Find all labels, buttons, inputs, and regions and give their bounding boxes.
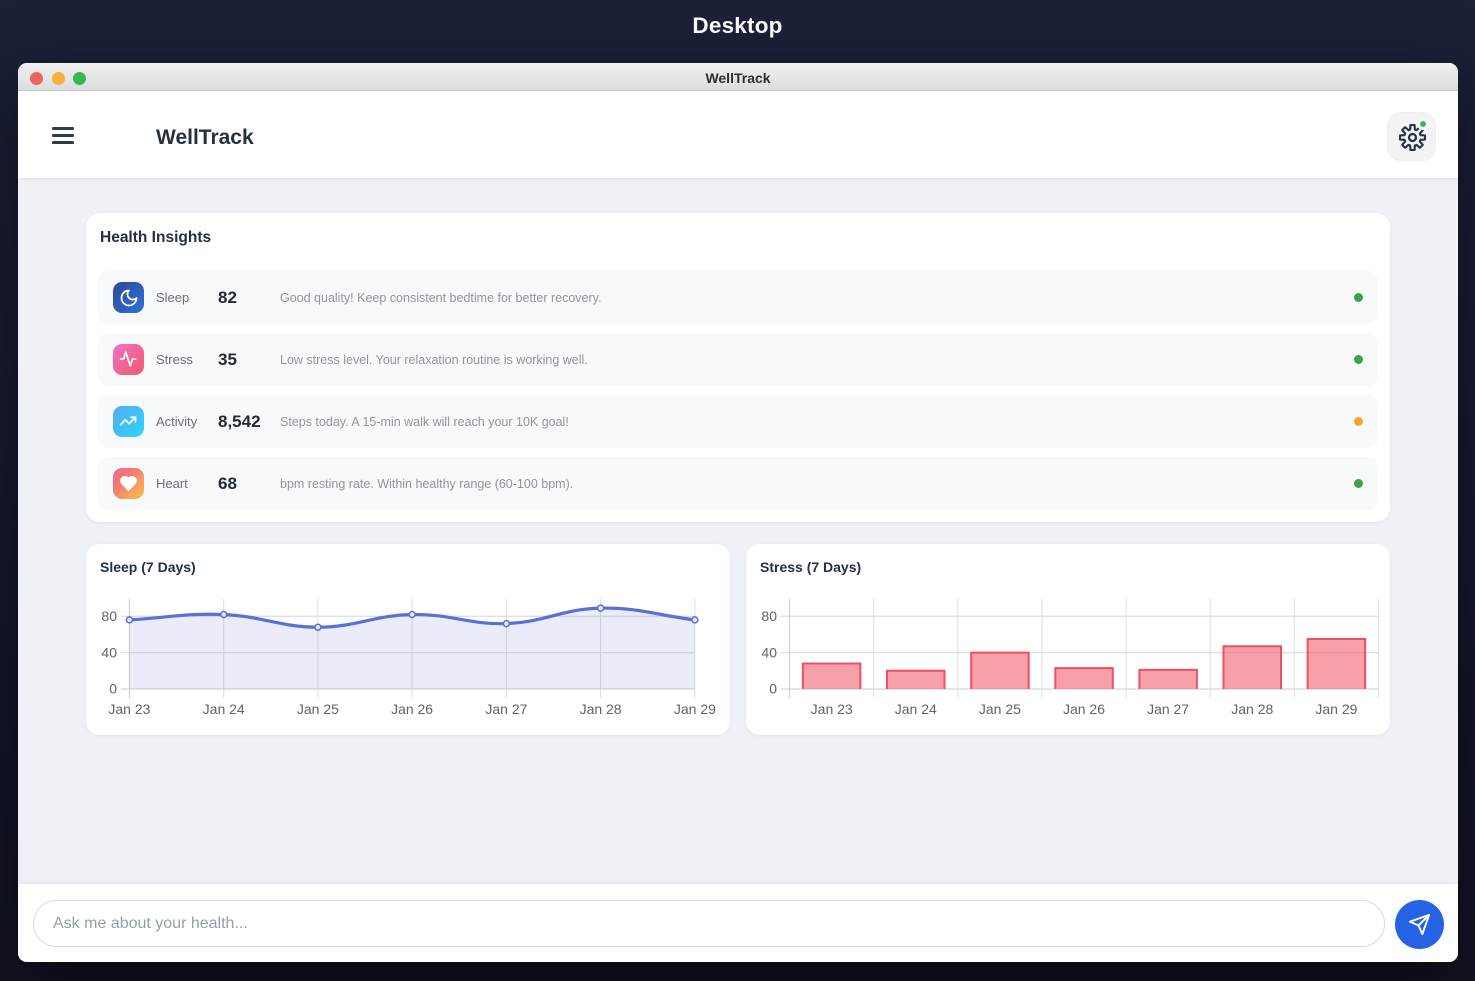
svg-text:Jan 25: Jan 25 bbox=[979, 701, 1021, 717]
svg-text:Jan 27: Jan 27 bbox=[1147, 701, 1189, 717]
svg-text:Jan 24: Jan 24 bbox=[203, 701, 245, 717]
svg-text:80: 80 bbox=[101, 608, 117, 624]
svg-text:Jan 27: Jan 27 bbox=[485, 701, 527, 717]
svg-text:Jan 28: Jan 28 bbox=[1231, 701, 1273, 717]
svg-text:40: 40 bbox=[101, 644, 117, 660]
svg-text:Jan 26: Jan 26 bbox=[1063, 701, 1105, 717]
svg-text:Jan 29: Jan 29 bbox=[674, 701, 716, 717]
svg-text:Jan 23: Jan 23 bbox=[108, 701, 150, 717]
svg-text:Jan 23: Jan 23 bbox=[811, 701, 853, 717]
svg-text:Jan 24: Jan 24 bbox=[895, 701, 937, 717]
svg-text:40: 40 bbox=[761, 644, 777, 660]
svg-text:Jan 26: Jan 26 bbox=[391, 701, 433, 717]
svg-text:Jan 28: Jan 28 bbox=[580, 701, 622, 717]
svg-text:Jan 29: Jan 29 bbox=[1315, 701, 1357, 717]
svg-text:Jan 25: Jan 25 bbox=[297, 701, 339, 717]
svg-text:0: 0 bbox=[109, 681, 117, 697]
svg-text:80: 80 bbox=[761, 608, 777, 624]
svg-text:0: 0 bbox=[769, 681, 777, 697]
